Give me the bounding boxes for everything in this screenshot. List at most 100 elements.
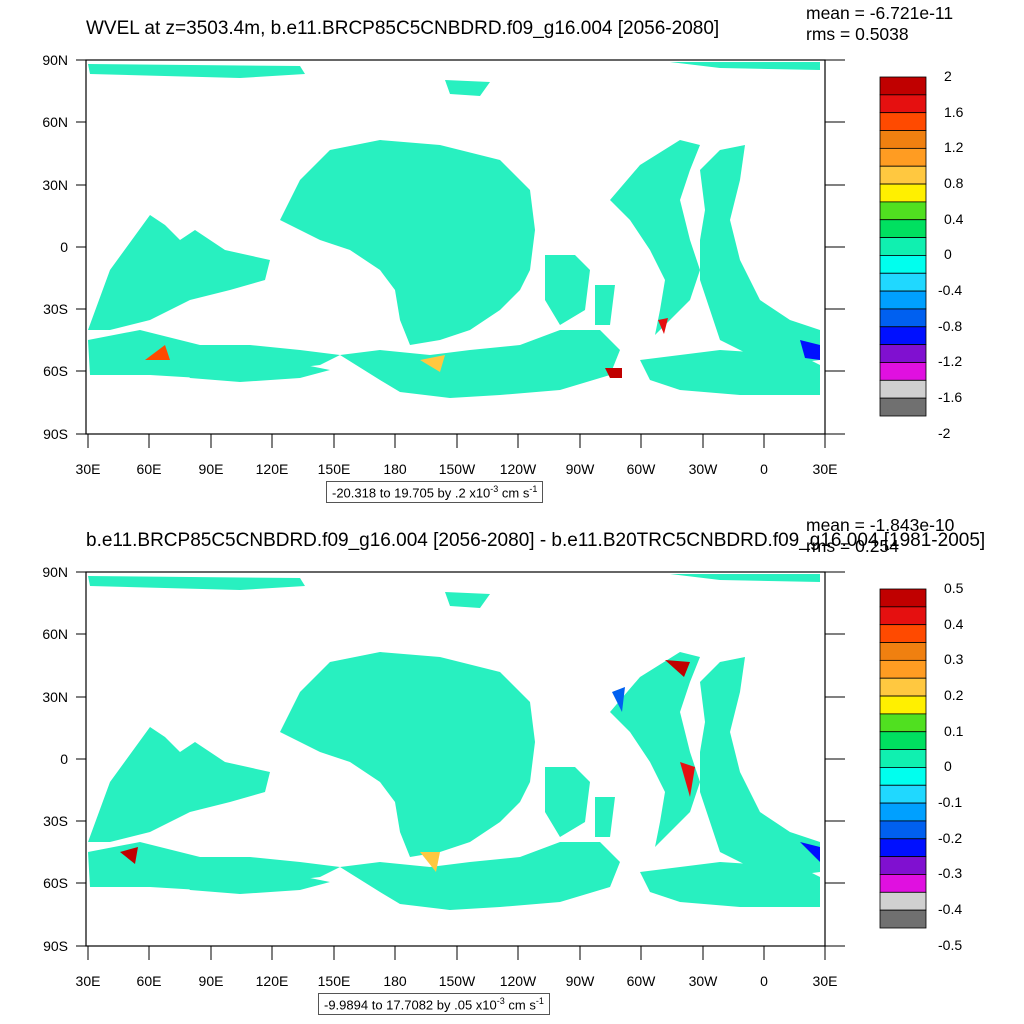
colorbar-swatch — [879, 201, 927, 221]
colorbar-swatch — [879, 290, 927, 310]
lon-label: 30W — [688, 973, 718, 989]
mean-value: mean = -6.721e-11 — [806, 3, 954, 23]
map-figure — [76, 59, 927, 448]
lon-label: 150E — [317, 461, 351, 477]
contour-info-box: -20.318 to 19.705 by .2 x10-3 cm s-1 — [326, 481, 544, 504]
colorbar-tick-label: 1.6 — [944, 103, 964, 120]
lon-label: 120E — [255, 461, 289, 477]
range-text: -9.9894 to 17.7082 by .05 x10 — [324, 997, 497, 1013]
lon-label: 0 — [760, 461, 768, 477]
colorbar-tick-label: 2 — [944, 68, 952, 84]
colorbar-swatch — [879, 379, 927, 399]
colorbar-swatch — [879, 695, 927, 715]
lon-label: 90W — [565, 461, 595, 477]
colorbar-swatch — [879, 76, 927, 96]
colorbar-swatch — [879, 130, 927, 149]
colorbar-tick-label: 0.3 — [944, 651, 964, 668]
colorbar-swatch — [879, 659, 927, 679]
colorbar-swatch — [879, 767, 927, 786]
stats-text: mean = -1.843e-10 rms = 0.254 — [806, 515, 954, 557]
unit-exponent: -1 — [535, 996, 544, 1006]
rms-value: rms = 0.254 — [806, 536, 899, 556]
colorbar-swatch — [879, 820, 927, 840]
colorbar-swatch — [879, 838, 927, 858]
lon-label: 30E — [75, 461, 101, 477]
anomaly-speckles — [120, 660, 820, 872]
lat-label: 30S — [43, 301, 68, 317]
colorbar-swatch — [879, 606, 927, 626]
colorbar-swatch — [879, 308, 927, 328]
colorbar — [879, 76, 927, 417]
lat-label: 60S — [43, 363, 68, 379]
stats-text: mean = -6.721e-11 rms = 0.5038 — [806, 3, 953, 45]
range-exponent: -3 — [490, 484, 499, 494]
colorbar-swatch — [879, 856, 927, 875]
colorbar-swatch — [879, 397, 927, 417]
lon-label: 150E — [317, 973, 351, 989]
colorbar-tick-label: -0.3 — [938, 865, 963, 882]
rms-value: rms = 0.5038 — [806, 24, 909, 44]
lon-label: 180 — [383, 461, 407, 477]
colorbar-tick-label: 0 — [944, 246, 952, 263]
lon-label: 60W — [626, 973, 656, 989]
lon-label: 180 — [383, 973, 407, 989]
colorbar-swatch — [879, 112, 927, 131]
colorbar-swatch — [879, 237, 927, 256]
anomaly-speckles — [145, 318, 820, 378]
ocean-fill — [88, 574, 820, 910]
lon-label: 30E — [812, 973, 838, 989]
colorbar-tick-label: 0.5 — [944, 580, 964, 596]
lon-label: 60E — [136, 973, 162, 989]
contour-info-box: -9.9894 to 17.7082 by .05 x10-3 cm s-1 — [318, 993, 550, 1016]
lat-ticks — [76, 59, 845, 435]
colorbar-swatch — [879, 94, 927, 114]
colorbar-tick-label: 0.4 — [944, 615, 964, 632]
colorbar-swatch — [879, 344, 927, 363]
colorbar-tick-label: 0.2 — [944, 687, 964, 704]
lat-ticks — [76, 571, 845, 947]
lon-label: 90E — [198, 973, 224, 989]
lat-label: 30N — [42, 689, 68, 705]
colorbar-tick-label: 0 — [944, 758, 952, 775]
colorbar-swatch — [879, 183, 927, 203]
colorbar-swatch — [879, 272, 927, 292]
colorbar-tick-label: -2 — [938, 424, 951, 441]
colorbar-tick-label: -0.8 — [938, 317, 963, 334]
colorbar-swatch — [879, 731, 927, 750]
lon-label: 60E — [136, 461, 162, 477]
colorbar-swatch — [879, 588, 927, 608]
lon-label: 90W — [565, 973, 595, 989]
lon-label: 60W — [626, 461, 656, 477]
lon-label: 120W — [499, 461, 537, 477]
lon-label: 120W — [499, 973, 537, 989]
colorbar-swatch — [879, 909, 927, 929]
lon-label: 0 — [760, 973, 768, 989]
map-title: b.e11.BRCP85C5CNBDRD.f09_g16.004 [2056-2… — [86, 530, 986, 551]
colorbar-tick-label: -0.1 — [938, 794, 963, 811]
colorbar-tick-label: 0.4 — [944, 210, 964, 227]
colorbar-tick-label: 0.8 — [944, 175, 964, 192]
colorbar-swatch — [879, 165, 927, 185]
lon-label: 150W — [438, 973, 476, 989]
bottom-map-panel: b.e11.BRCP85C5CNBDRD.f09_g16.004 [2056-2… — [0, 512, 1024, 1024]
lat-label: 0 — [60, 239, 68, 255]
colorbar-swatch — [879, 255, 927, 274]
lon-label: 30E — [75, 973, 101, 989]
lon-ticks — [87, 946, 826, 960]
colorbar-swatch — [879, 642, 927, 661]
lon-label: 90E — [198, 461, 224, 477]
lat-label: 30N — [42, 177, 68, 193]
lon-label: 30W — [688, 461, 718, 477]
colorbar-swatch — [879, 677, 927, 697]
colorbar-swatch — [879, 362, 927, 381]
map-figure — [76, 571, 927, 960]
colorbar-swatch — [879, 624, 927, 643]
colorbar-swatch — [879, 874, 927, 893]
lat-label: 90N — [42, 52, 68, 68]
lat-label: 60N — [42, 626, 68, 642]
map-title: WVEL at z=3503.4m, b.e11.BRCP85C5CNBDRD.… — [86, 18, 720, 39]
colorbar-swatch — [879, 891, 927, 911]
range-unit: cm s — [504, 997, 536, 1013]
colorbar — [879, 588, 927, 929]
colorbar-swatch — [879, 784, 927, 804]
